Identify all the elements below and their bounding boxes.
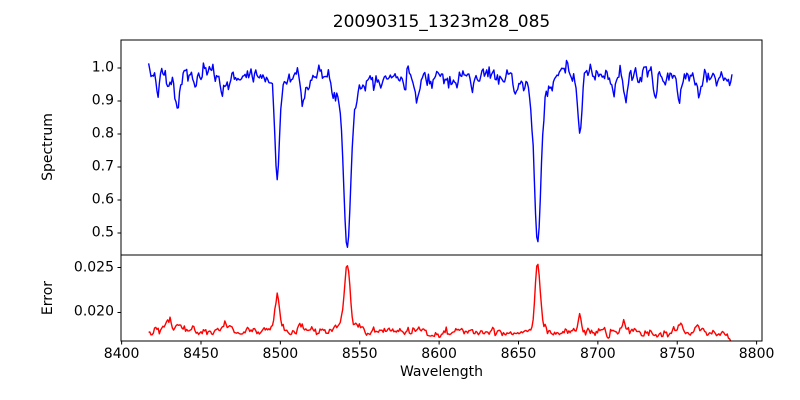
x-tick-label: 8400 — [103, 346, 140, 362]
error-y-tick-label: 0.020 — [73, 303, 114, 320]
x-tick-label: 8550 — [341, 346, 378, 362]
error-y-tick-label: 0.025 — [73, 259, 114, 275]
spectrum-axes-frame — [120, 39, 763, 256]
error-axes-frame — [120, 254, 763, 342]
x-tick-label: 8500 — [262, 346, 299, 362]
x-tick-label: 8750 — [659, 346, 696, 362]
x-tick-label: 8650 — [500, 346, 537, 362]
x-tick-label: 8600 — [421, 346, 457, 362]
spectrum-y-tick-label: 1.0 — [91, 59, 114, 76]
wavelength-axis-label: Wavelength — [399, 364, 484, 380]
spectrum-y-tick-label: 0.5 — [91, 224, 114, 241]
plot-title: 20090315_1323m28_085 — [332, 12, 551, 32]
spectrum-y-tick-label: 0.8 — [91, 125, 114, 142]
x-tick-label: 8700 — [580, 346, 616, 362]
spectrum-y-tick-label: 0.9 — [91, 92, 114, 109]
x-tick-label: 8800 — [738, 346, 775, 362]
x-tick-label: 8450 — [183, 346, 219, 362]
spectrum-line — [147, 59, 733, 249]
spectrum-y-tick-label: 0.6 — [91, 191, 114, 208]
spectrum-y-tick-label: 0.7 — [91, 158, 114, 175]
error-line — [148, 263, 732, 341]
